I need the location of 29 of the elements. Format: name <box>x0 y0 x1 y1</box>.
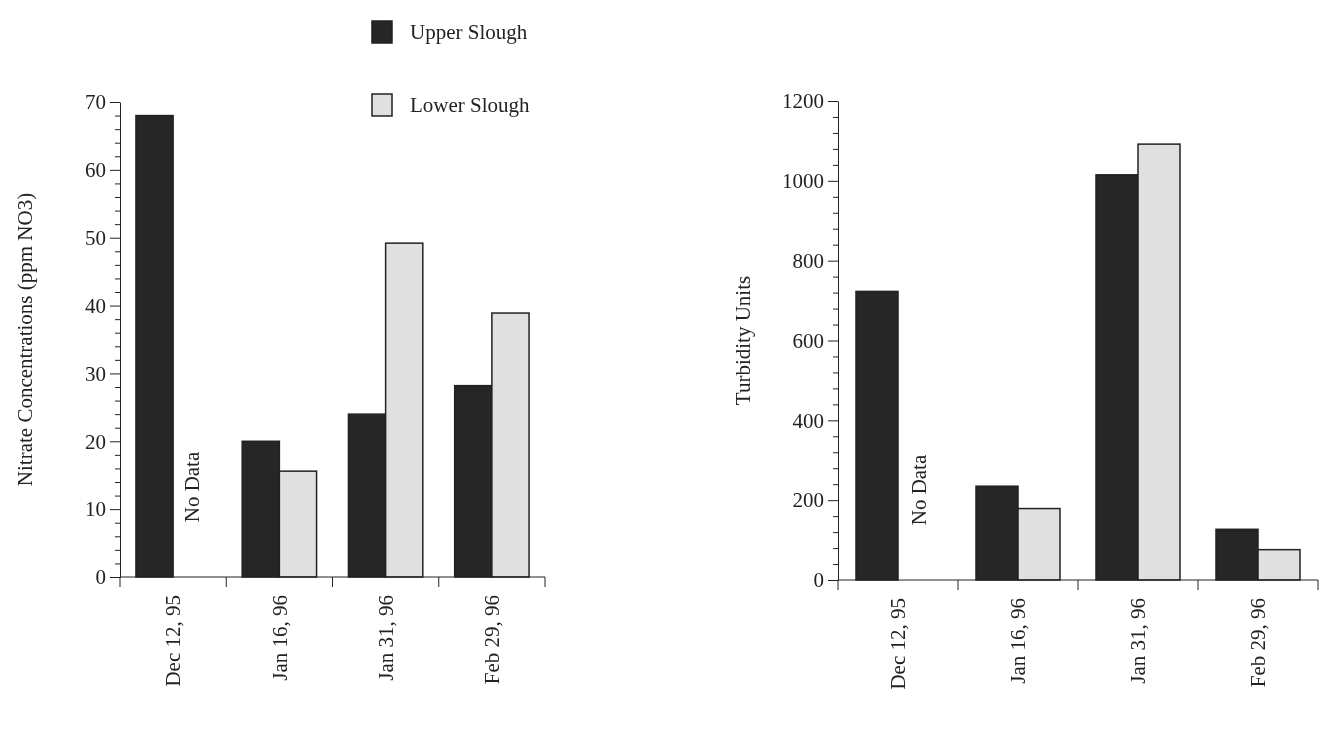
legend-label: Upper Slough <box>410 20 528 44</box>
y-tick-label: 40 <box>85 293 106 318</box>
y-tick-label: 800 <box>792 248 824 273</box>
x-tick-label: Dec 12, 95 <box>161 595 186 687</box>
y-tick-label: 600 <box>792 328 824 353</box>
x-tick-label: Feb 29, 96 <box>480 595 505 685</box>
y-axis-title: Turbidity Units <box>731 275 755 406</box>
annotation: No Data <box>179 451 204 523</box>
y-tick-label: 0 <box>813 568 824 593</box>
annotation: No Data <box>907 454 931 526</box>
y-tick-label: 200 <box>792 488 824 513</box>
y-tick-label: 60 <box>85 158 106 183</box>
y-tick-label: 70 <box>85 90 106 115</box>
y-tick-label: 1200 <box>782 89 824 114</box>
y-axis-title: Nitrate Concentrations (ppm NO3) <box>13 192 37 487</box>
x-tick-label: Dec 12, 95 <box>886 598 911 690</box>
y-tick-label: 10 <box>85 497 106 522</box>
y-tick-label: 50 <box>85 225 106 250</box>
legend-label: Lower Slough <box>410 93 531 117</box>
x-tick-label: Jan 16, 96 <box>1006 598 1031 684</box>
y-tick-label: 0 <box>95 565 106 590</box>
x-tick-label: Jan 16, 96 <box>267 595 292 681</box>
x-tick-label: Jan 31, 96 <box>1126 598 1151 684</box>
y-tick-label: 30 <box>85 361 106 386</box>
y-tick-label: 400 <box>792 408 824 433</box>
x-tick-label: Jan 31, 96 <box>373 595 398 681</box>
y-tick-label: 20 <box>85 429 106 454</box>
y-tick-label: 1000 <box>782 169 824 194</box>
x-tick-label: Feb 29, 96 <box>1246 598 1271 688</box>
